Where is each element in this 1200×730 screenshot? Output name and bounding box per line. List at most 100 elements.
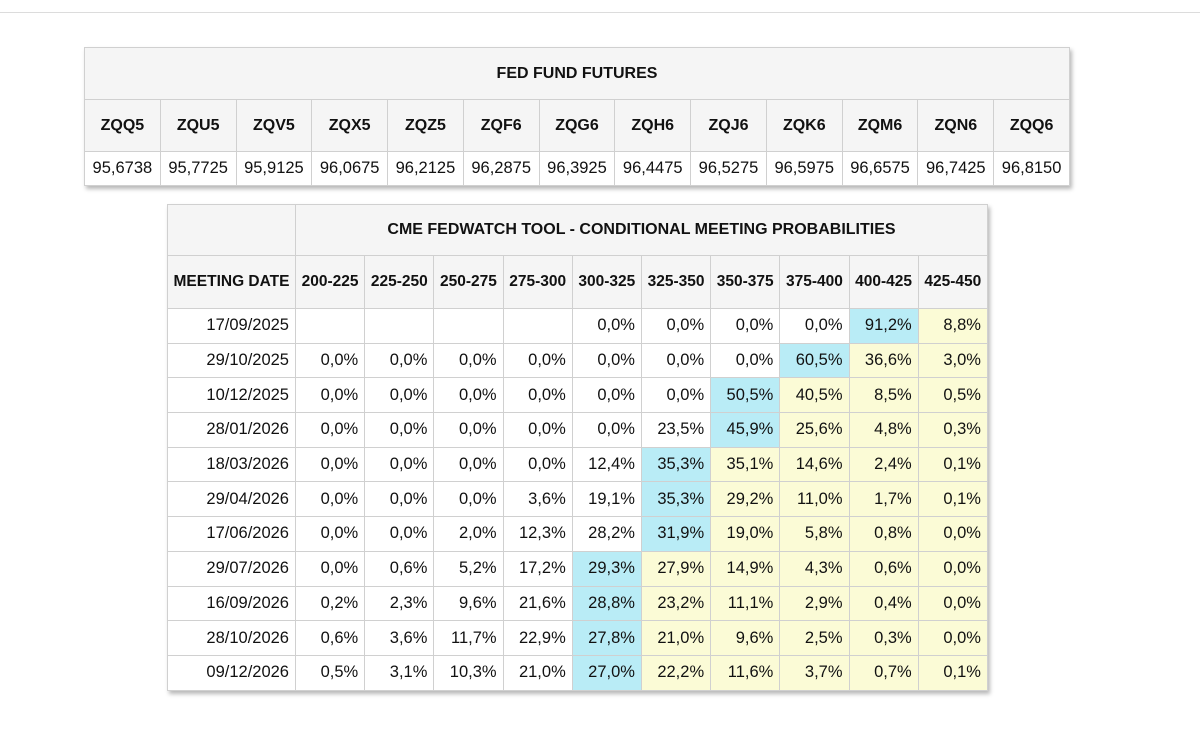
probability-cell: 21,6% [502, 585, 573, 622]
probability-cell: 0,0% [502, 446, 573, 483]
meeting-row: 28/10/2026 0,6% 3,6% 11,7% 22,9% 27,8% 21,0% 9,… [167, 620, 988, 656]
probability-cell: 25,6% [779, 412, 850, 448]
probability-cell: 0,0% [640, 342, 712, 379]
contract-code: ZQQ6 [993, 99, 1070, 152]
probability-cell: 0,0% [294, 446, 366, 483]
probability-cell: 28,2% [571, 516, 642, 552]
rate-range-header: 325-350 [640, 255, 712, 309]
probability-cell: 8,5% [848, 377, 919, 414]
probability-cell: 0,0% [294, 412, 366, 448]
meeting-date: 29/04/2026 [167, 481, 296, 518]
probability-cell: 5,8% [779, 516, 850, 552]
contract-code: ZQJ6 [690, 99, 767, 152]
meeting-date: 17/06/2026 [167, 516, 296, 552]
probability-cell: 0,6% [294, 620, 366, 656]
contract-code: ZQG6 [538, 99, 616, 152]
probability-cell: 1,7% [848, 481, 919, 518]
probability-cell: 19,0% [710, 516, 781, 552]
probability-cell: 50,5% [710, 377, 781, 414]
probability-cell: 28,8% [571, 585, 642, 622]
probability-cell: 3,0% [917, 342, 988, 379]
contract-code: ZQX5 [311, 99, 389, 152]
meeting-date: 16/09/2026 [167, 585, 296, 622]
probability-cell: 27,0% [571, 654, 642, 691]
probability-cell: 5,2% [433, 550, 504, 587]
contract-price: 96,2125 [387, 151, 464, 186]
probability-cell: 0,0% [917, 620, 988, 656]
probability-cell: 0,0% [502, 377, 573, 414]
probability-cell [364, 308, 435, 344]
meeting-row: 09/12/2026 0,5% 3,1% 10,3% 21,0% 27,0% 22,2% 11… [167, 654, 988, 691]
probability-cell: 0,0% [917, 550, 988, 587]
probability-cell: 0,0% [917, 516, 988, 552]
probability-cell: 35,1% [710, 446, 781, 483]
contract-code: ZQQ5 [84, 99, 161, 152]
probability-cell: 0,0% [294, 550, 366, 587]
probability-cell [294, 308, 366, 344]
probability-cell: 11,6% [710, 654, 781, 691]
probability-cell: 2,9% [779, 585, 850, 622]
meeting-row: 18/03/2026 0,0% 0,0% 0,0% 0,0% 12,4% 35,3% 35,1… [167, 446, 988, 483]
probability-cell [433, 308, 504, 344]
probability-cell: 14,6% [779, 446, 850, 483]
contract-price: 96,5975 [765, 151, 843, 186]
probability-cell: 0,0% [364, 377, 435, 414]
fed-fund-futures-table: FED FUND FUTURES ZQQ5 ZQU5 ZQV5 ZQX5 ZQZ5 ZQF… [84, 47, 1070, 186]
contract-price: 95,6738 [84, 151, 161, 186]
probability-cell: 11,0% [779, 481, 850, 518]
meeting-date: 17/09/2025 [167, 308, 296, 344]
rate-range-header: 400-425 [848, 255, 919, 309]
rate-range-header: 275-300 [502, 255, 573, 309]
contract-code: ZQF6 [462, 99, 540, 152]
probability-cell: 8,8% [917, 308, 988, 344]
probability-cell: 36,6% [848, 342, 919, 379]
contract-price: 95,9125 [235, 151, 313, 186]
contract-price: 96,8150 [993, 151, 1070, 186]
probability-cell: 9,6% [710, 620, 781, 656]
rate-range-header: 250-275 [433, 255, 504, 309]
probability-cell: 0,0% [433, 377, 504, 414]
probability-cell [502, 308, 573, 344]
probability-cell: 0,5% [294, 654, 366, 691]
probability-cell: 0,7% [848, 654, 919, 691]
contract-price: 96,3925 [538, 151, 616, 186]
probability-cell: 11,1% [710, 585, 781, 622]
probability-cell: 0,1% [917, 481, 988, 518]
probability-cell: 22,2% [640, 654, 712, 691]
contract-price: 96,6575 [841, 151, 919, 186]
probability-cell: 35,3% [640, 481, 712, 518]
meeting-row: 29/10/2025 0,0% 0,0% 0,0% 0,0% 0,0% 0,0% 0,0% 60… [167, 342, 988, 379]
probability-cell: 0,1% [917, 654, 988, 691]
contract-code: ZQZ5 [387, 99, 464, 152]
probability-cell: 0,2% [294, 585, 366, 622]
probability-cell: 0,3% [848, 620, 919, 656]
rate-range-header: 350-375 [710, 255, 781, 309]
probability-cell: 12,3% [502, 516, 573, 552]
probability-cell: 0,0% [364, 412, 435, 448]
probability-cell: 91,2% [848, 308, 919, 344]
meeting-date: 09/12/2026 [167, 654, 296, 691]
probability-cell: 0,3% [917, 412, 988, 448]
probability-cell: 0,0% [294, 377, 366, 414]
probability-cell: 3,6% [364, 620, 435, 656]
probability-cell: 60,5% [779, 342, 850, 379]
probability-cell: 0,0% [710, 342, 781, 379]
probability-cell: 22,9% [502, 620, 573, 656]
probability-cell: 0,6% [364, 550, 435, 587]
probability-cell: 0,0% [710, 308, 781, 344]
probability-cell: 0,0% [364, 342, 435, 379]
fedwatch-title: CME FEDWATCH TOOL - CONDITIONAL MEETING … [295, 204, 988, 256]
probability-cell: 9,6% [433, 585, 504, 622]
probability-cell: 35,3% [640, 446, 712, 483]
meeting-date: 29/10/2025 [167, 342, 296, 379]
corner-cell [167, 204, 296, 256]
rate-range-header: 200-225 [294, 255, 366, 309]
probability-cell: 0,0% [502, 342, 573, 379]
probability-cell: 14,9% [710, 550, 781, 587]
probability-cell: 31,9% [640, 516, 712, 552]
probability-cell: 0,8% [848, 516, 919, 552]
probability-cell: 0,4% [848, 585, 919, 622]
probability-cell: 19,1% [571, 481, 642, 518]
meeting-date: 10/12/2025 [167, 377, 296, 414]
contract-code: ZQM6 [841, 99, 919, 152]
